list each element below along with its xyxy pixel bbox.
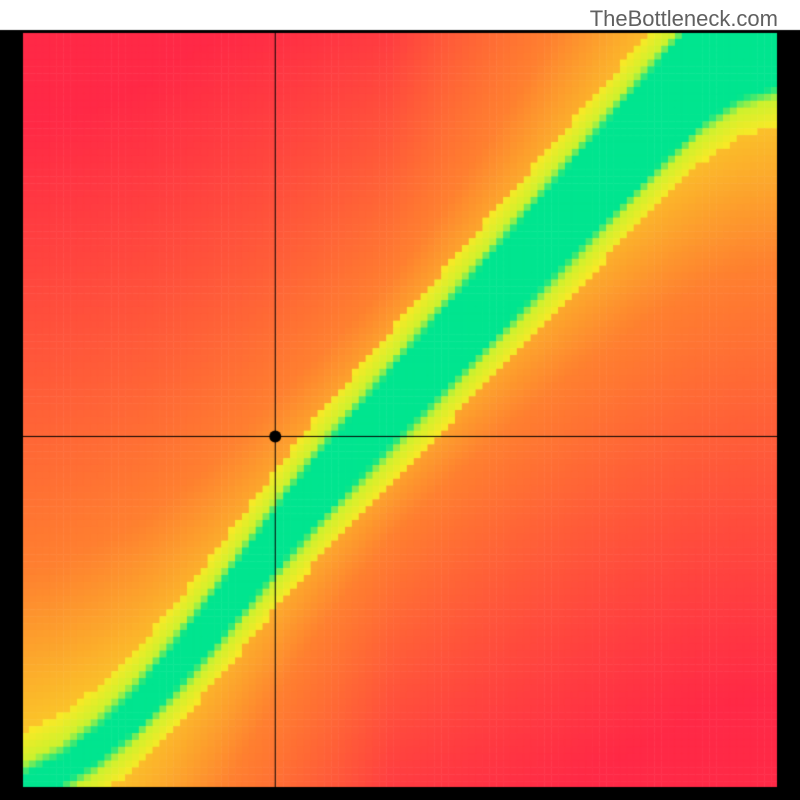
chart-container: TheBottleneck.com [0, 0, 800, 800]
watermark-text: TheBottleneck.com [590, 6, 778, 32]
heatmap-canvas [0, 0, 800, 800]
